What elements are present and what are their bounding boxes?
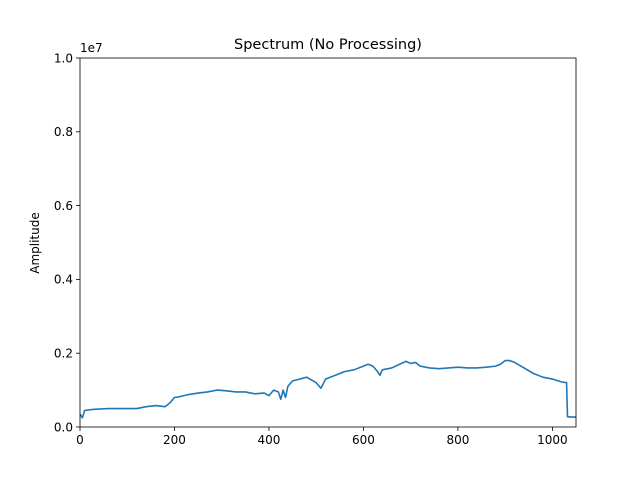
series-line-0 (80, 359, 576, 419)
x-tick-label: 400 (257, 433, 280, 447)
y-tick-label: 1.0 (54, 51, 73, 65)
x-tick-label: 1000 (537, 433, 568, 447)
y-axis-label: Amplitude (28, 212, 42, 274)
y-tick-label: 0.4 (54, 273, 73, 287)
x-tick-label: 600 (352, 433, 375, 447)
x-tick-label: 200 (163, 433, 186, 447)
y-tick-label: 0.8 (54, 125, 73, 139)
x-tick-label: 800 (446, 433, 469, 447)
plot-layer: 0 200 400 600 800 1000 0.0 0.2 0.4 0.6 0.8 1.0 (54, 51, 577, 447)
x-tick-label: 0 (76, 433, 84, 447)
y-tick-label: 0.6 (54, 199, 73, 213)
y-scale-offset-label: 1e7 (80, 41, 103, 55)
plot-frame (79, 57, 577, 428)
y-tick-label: 0.2 (54, 347, 73, 361)
chart-title: Spectrum (No Processing) (234, 37, 422, 53)
y-tick-label: 0.0 (54, 420, 73, 434)
